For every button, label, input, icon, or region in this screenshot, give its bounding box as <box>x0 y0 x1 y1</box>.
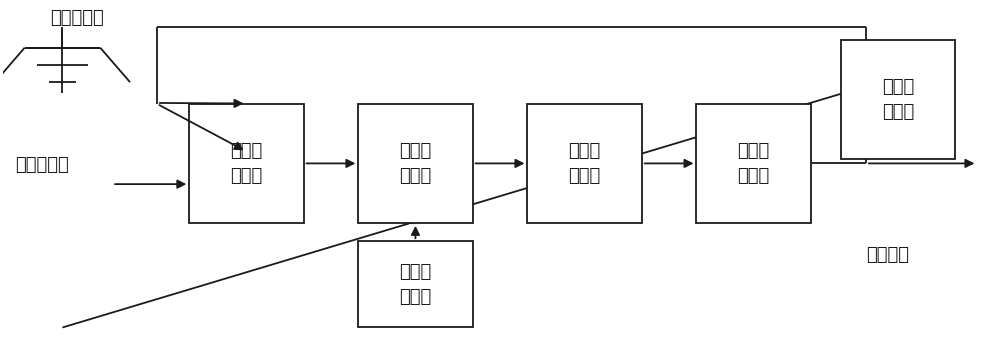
Bar <box>189 104 304 223</box>
Text: 地电平基准: 地电平基准 <box>15 156 68 174</box>
Text: 信号转
换电路: 信号转 换电路 <box>399 142 432 185</box>
Text: 静态偏
置电路: 静态偏 置电路 <box>399 263 432 306</box>
Bar <box>696 104 811 223</box>
Text: 输出反
馈电阻: 输出反 馈电阻 <box>882 78 914 121</box>
Bar <box>358 241 473 327</box>
Text: 差分放
大电路: 差分放 大电路 <box>568 142 601 185</box>
Text: 反向放
大电路: 反向放 大电路 <box>230 142 263 185</box>
Text: 地电平检测: 地电平检测 <box>51 9 104 27</box>
Bar <box>358 104 473 223</box>
Text: 输出驱
动电路: 输出驱 动电路 <box>737 142 770 185</box>
Bar <box>841 40 955 159</box>
Text: 驱动输出: 驱动输出 <box>866 246 909 264</box>
Bar <box>527 104 642 223</box>
